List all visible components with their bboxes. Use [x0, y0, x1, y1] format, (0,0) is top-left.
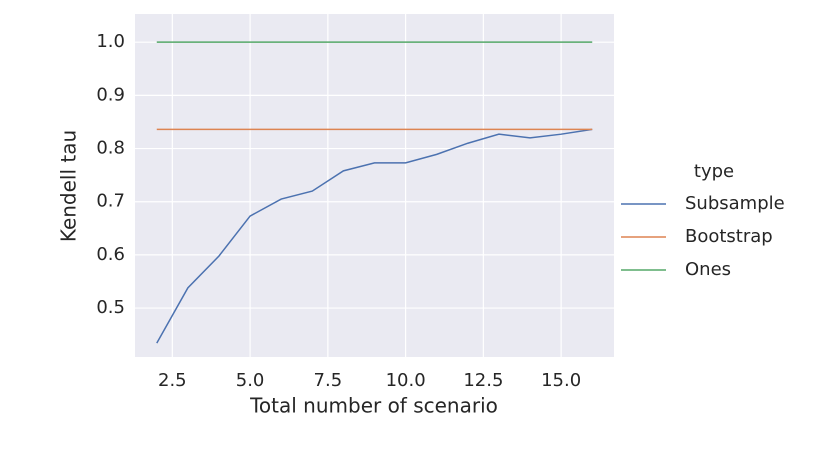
legend-title: type	[694, 161, 734, 182]
marks	[156, 41, 593, 344]
legend-label: Ones	[685, 259, 731, 280]
x-tick-label: 12.5	[463, 370, 503, 391]
y-tick-label: 0.6	[96, 244, 125, 265]
legend-label: Bootstrap	[685, 226, 773, 247]
legend-label: Subsample	[685, 193, 785, 214]
y-tick-label: 0.7	[96, 191, 125, 212]
y-tick-label: 0.5	[96, 297, 125, 318]
x-tick-label: 7.5	[314, 370, 343, 391]
y-tick-label: 0.9	[96, 84, 125, 105]
x-axis-label: Total number of scenario	[249, 394, 498, 418]
x-tick-label: 5.0	[236, 370, 265, 391]
x-tick-label: 15.0	[541, 370, 581, 391]
y-axis-label: Kendell tau	[57, 130, 81, 242]
x-tick-label: 10.0	[386, 370, 426, 391]
plot-area	[135, 14, 614, 357]
x-tick-label: 2.5	[158, 370, 187, 391]
y-tick-label: 1.0	[96, 31, 125, 52]
y-tick-label: 0.8	[96, 138, 125, 159]
line	[156, 128, 593, 344]
